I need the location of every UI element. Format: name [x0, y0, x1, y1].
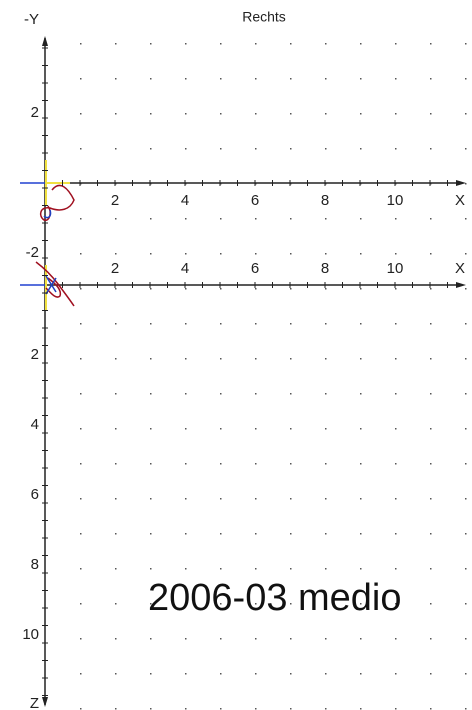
- x-tick-label: 10: [387, 260, 404, 277]
- x-tick-label: 8: [321, 192, 329, 209]
- arrow-up: [42, 36, 48, 46]
- curve: [39, 184, 75, 221]
- arrow-right: [456, 180, 466, 186]
- y-tick-label: -2: [26, 244, 39, 261]
- x-label: X: [455, 192, 465, 209]
- x-tick-label: 2: [111, 260, 119, 277]
- z-label: Z: [30, 695, 39, 710]
- arrow-down: [42, 697, 48, 707]
- x-tick-label: 4: [181, 192, 189, 209]
- x-tick-label: 2: [111, 192, 119, 209]
- x-tick-label: 6: [251, 260, 259, 277]
- x-tick-label: 6: [251, 192, 259, 209]
- z-tick-label: 2: [31, 346, 39, 363]
- x-tick-label: 8: [321, 260, 329, 277]
- dot-grid: [60, 30, 472, 710]
- z-tick-label: 10: [22, 626, 39, 643]
- x-label: X: [455, 260, 465, 277]
- annotation: 2006-03 medio: [148, 577, 402, 619]
- arrow-right: [456, 282, 466, 288]
- x-tick-label: 10: [387, 192, 404, 209]
- z-tick-label: 4: [31, 416, 39, 433]
- title: Rechts: [242, 9, 286, 25]
- curve: [43, 209, 52, 219]
- z-tick-label: 6: [31, 486, 39, 503]
- x-tick-label: 4: [181, 260, 189, 277]
- curve: [45, 275, 57, 295]
- curve: [35, 261, 75, 307]
- z-tick-label: 8: [31, 556, 39, 573]
- y-tick-label: 2: [31, 104, 39, 121]
- y-label: -Y: [24, 11, 39, 28]
